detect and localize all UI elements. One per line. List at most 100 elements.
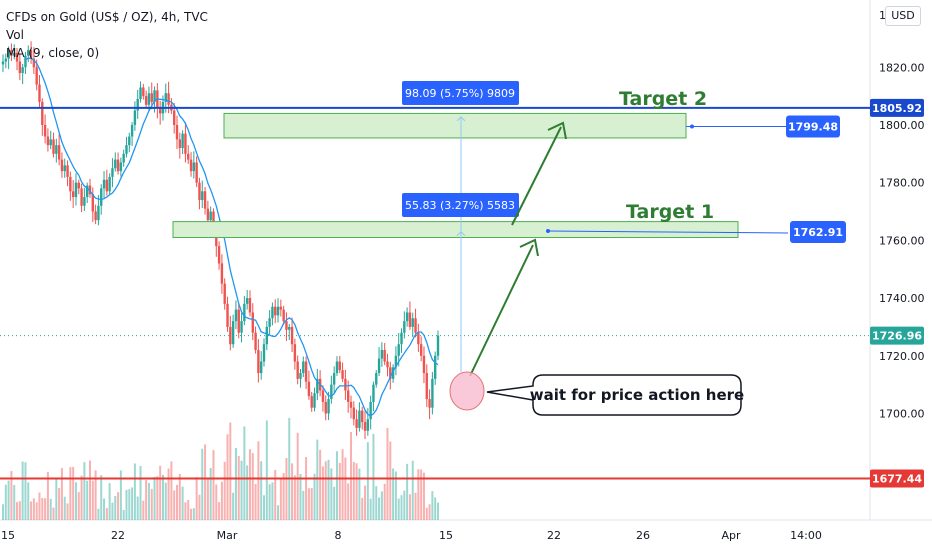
volume-bar	[190, 508, 193, 520]
candle-body	[111, 168, 114, 177]
candle-body	[49, 139, 52, 146]
candle-body	[433, 355, 437, 379]
candle-body	[114, 159, 117, 169]
volume-bar	[389, 441, 392, 520]
volume-bar	[178, 473, 181, 520]
volume-bar	[52, 507, 55, 520]
callout-bubble[interactable]: wait for price action here	[486, 374, 744, 416]
candle-body	[422, 355, 426, 374]
volume-bar	[327, 459, 330, 520]
volume-bar	[66, 503, 69, 520]
volume-bar	[319, 449, 322, 520]
candle-body	[83, 197, 86, 206]
time-tick-label: 22	[111, 529, 125, 542]
axis-label-current-price: 1726.96	[870, 326, 924, 345]
volume-bar	[271, 482, 274, 520]
candle-body	[372, 384, 375, 402]
svg-text:1799.48: 1799.48	[788, 120, 838, 133]
target-2-price-label: 1799.48	[786, 115, 840, 138]
price-tick-label: 1800.00	[879, 119, 925, 132]
volume-bar	[358, 468, 361, 520]
volume-bar	[420, 469, 423, 520]
candle-body	[358, 410, 361, 428]
volume-bar	[192, 508, 195, 520]
candle-body	[307, 381, 311, 397]
volume-bar	[380, 491, 383, 520]
target-2-anchor	[690, 124, 694, 129]
candle-body	[13, 52, 16, 56]
chart-legend: CFDs on Gold (US$ / OZ), 4h, TVC Vol MA …	[6, 8, 208, 62]
candle-body	[349, 401, 353, 408]
volume-bar	[431, 491, 434, 520]
candle-body	[389, 367, 392, 379]
volume-bar	[136, 496, 139, 520]
volume-bar	[324, 461, 327, 520]
volume-bar	[305, 456, 308, 520]
candle-body	[187, 153, 190, 160]
volume-bar	[195, 477, 198, 520]
ma-legend[interactable]: MA (9, close, 0)	[6, 46, 100, 60]
volume-bar	[46, 472, 49, 520]
candle-body	[94, 211, 97, 221]
volume-bar	[299, 473, 302, 520]
volume-bar	[237, 456, 240, 520]
volume-bar	[10, 470, 13, 520]
candle-body	[268, 318, 271, 327]
candle-body	[383, 349, 386, 362]
candle-body	[189, 159, 193, 172]
volume-bar	[161, 474, 164, 520]
candle-body	[380, 349, 384, 359]
volume-bar	[341, 449, 344, 520]
volume-bar	[408, 494, 411, 520]
candle-body	[71, 191, 75, 198]
volume-bar	[122, 509, 125, 520]
candle-body	[327, 399, 330, 414]
candle-body	[41, 101, 44, 125]
candle-body	[375, 373, 378, 385]
volume-bar	[58, 488, 61, 520]
symbol-title[interactable]: CFDs on Gold (US$ / OZ), 4h, TVC	[6, 10, 208, 24]
moving-average-line	[25, 57, 439, 417]
volume-bar	[254, 484, 257, 520]
volume-bar	[111, 502, 114, 520]
volume-bar	[187, 499, 190, 520]
candle-body	[21, 67, 24, 74]
candle-body	[408, 312, 412, 327]
volume-bar	[133, 463, 136, 520]
time-axis[interactable]: 15 22 Mar 8 15 22 26 Apr 14:00	[1, 529, 822, 542]
volume-bar	[105, 508, 108, 520]
callout-text: wait for price action here	[530, 386, 744, 404]
volume-bar	[147, 483, 150, 520]
volume-bar	[77, 492, 80, 520]
volume-bar	[350, 432, 352, 520]
candle-body	[60, 159, 64, 172]
volume-bar	[30, 501, 33, 520]
candle-body	[352, 407, 356, 420]
candle-body	[74, 182, 78, 198]
target-2-label: Target 2	[619, 88, 707, 110]
candle-body	[77, 182, 80, 189]
candle-body	[279, 306, 283, 310]
currency-button[interactable]: USD	[885, 6, 921, 26]
volume-bar	[69, 467, 72, 520]
price-axis[interactable]: 1700.00 1720.00 1740.00 1760.00 1780.00 1800.…	[879, 61, 925, 420]
target-2-zone[interactable]	[223, 112, 687, 139]
volume-bar	[91, 480, 94, 520]
volume-bar	[251, 453, 254, 520]
volume-bar	[232, 492, 235, 520]
volume-bar	[383, 483, 386, 520]
volume-bar	[369, 498, 372, 520]
price-action-circle[interactable]	[449, 371, 485, 411]
candle-body	[313, 393, 316, 408]
candle-body	[35, 67, 38, 85]
volume-bar	[32, 498, 35, 520]
volume-bar	[150, 488, 153, 520]
volume-legend[interactable]: Vol	[6, 28, 24, 42]
volume-bar	[364, 485, 367, 520]
volume-bar	[94, 470, 97, 520]
candle-body	[147, 93, 151, 105]
candle-body	[251, 312, 254, 333]
target-1-zone[interactable]	[172, 221, 739, 238]
volume-bar	[125, 489, 128, 520]
